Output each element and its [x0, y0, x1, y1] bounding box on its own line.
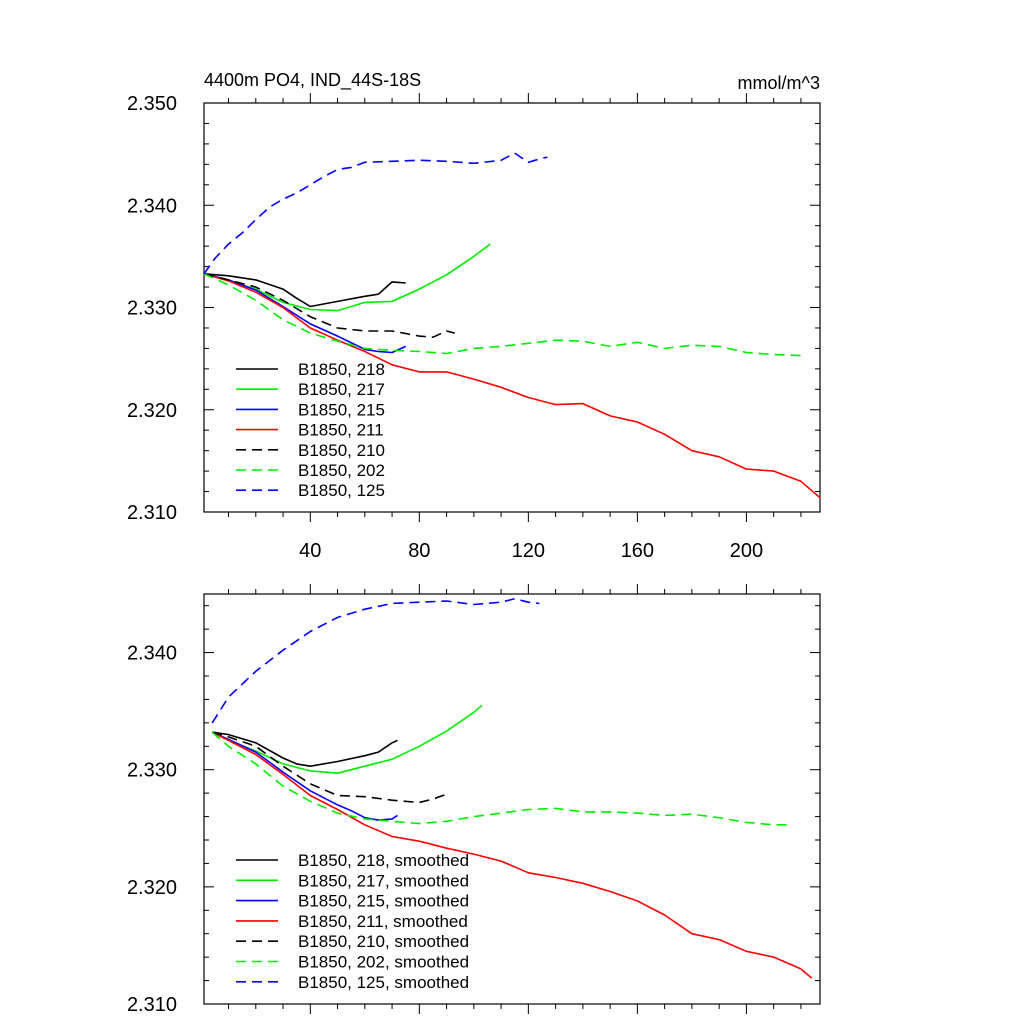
legend-label: B1850, 211, smoothed [298, 912, 468, 931]
legend-label: B1850, 215, smoothed [298, 892, 469, 911]
legend-label: B1850, 217 [298, 380, 385, 399]
series-line [203, 152, 548, 275]
series-line [211, 731, 447, 804]
series-line [203, 243, 491, 312]
series-line [203, 273, 821, 499]
series-line [211, 731, 793, 826]
x-tick-label: 80 [408, 540, 430, 562]
y-tick-label: 2.310 [127, 502, 177, 524]
x-tick-label: 160 [621, 540, 654, 562]
legend-label: B1850, 215 [298, 400, 385, 419]
y-tick-label: 2.320 [127, 400, 177, 422]
axis-ticks: 2.310 2.320 2.330 2.340 [127, 584, 820, 1016]
y-tick-label: 2.350 [127, 93, 177, 115]
series-group [203, 152, 821, 499]
legend-label: B1850, 125 [298, 481, 385, 500]
x-tick-label: 40 [299, 540, 321, 562]
y-tick-label: 2.310 [127, 994, 177, 1016]
top-panel: 4400m PO4, IND_44S-18S mmol/m^3 2.3102.3… [127, 70, 821, 562]
y-tick-label: 2.340 [127, 643, 177, 665]
y-tick-label: 2.330 [127, 298, 177, 320]
series-line [211, 731, 813, 979]
series-line [203, 273, 406, 308]
legend-label: B1850, 202, smoothed [298, 953, 469, 972]
series-line [203, 273, 801, 357]
legend-label: B1850, 202 [298, 461, 385, 480]
series-line [212, 731, 398, 768]
series-line [211, 704, 483, 775]
x-tick-label: 120 [512, 540, 545, 562]
series-line [211, 597, 540, 724]
legend-label: B1850, 218, smoothed [298, 851, 469, 870]
bottom-panel: 2.310 2.320 2.330 2.340 B1850, 218, smoothe… [127, 584, 821, 1016]
legend-label: B1850, 218 [298, 360, 385, 379]
legend-label: B1850, 217, smoothed [298, 871, 469, 890]
axis-ticks: 2.310 2.320 2.330 2.340 2.350 40 80 120 160 200 [127, 93, 820, 562]
y-tick-label: 2.330 [127, 760, 177, 782]
series-line [203, 273, 407, 354]
series-line [203, 273, 455, 339]
y-tick-label: 2.320 [127, 877, 177, 899]
series-group [211, 597, 813, 979]
x-tick-label: 200 [730, 540, 763, 562]
legend-label: B1850, 211 [298, 421, 384, 440]
legend-label: B1850, 210 [298, 441, 385, 460]
units-label: mmol/m^3 [738, 73, 820, 93]
series-line [211, 731, 398, 821]
y-tick-label: 2.340 [127, 195, 177, 217]
plot-frame [203, 593, 821, 1005]
chart-title: 4400m PO4, IND_44S-18S [204, 70, 421, 91]
legend-label: B1850, 125, smoothed [298, 973, 469, 992]
legend-label: B1850, 210, smoothed [298, 932, 469, 951]
